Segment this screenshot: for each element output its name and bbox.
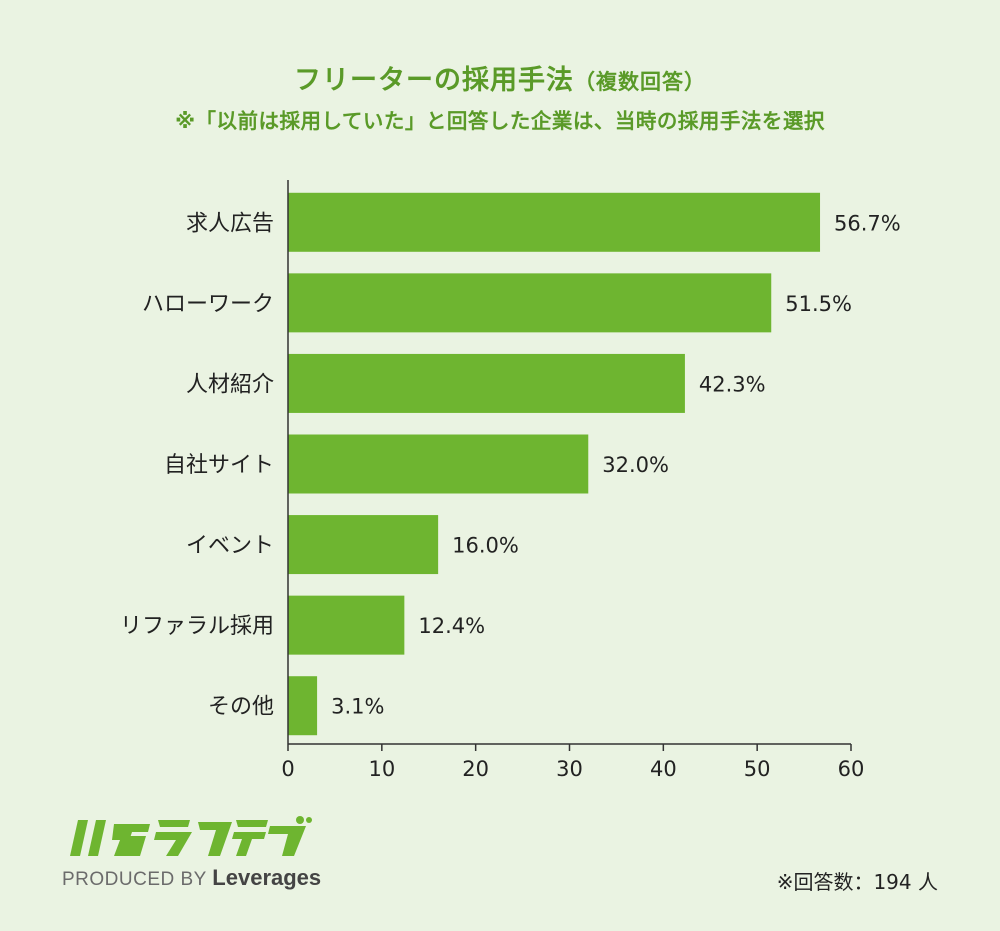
category-label: 求人広告: [186, 211, 274, 236]
bar: [288, 595, 405, 655]
chart-subtitle: ※「以前は採用していた」と回答した企業は、当時の採用手法を選択: [175, 109, 825, 133]
x-tick-label: 60: [838, 757, 865, 781]
chart-title-main: フリーターの採用手法: [294, 65, 574, 96]
bar: [288, 676, 318, 736]
data-label: 3.1%: [331, 695, 384, 719]
x-tick-label: 40: [650, 757, 677, 781]
category-label: ハローワーク: [142, 292, 274, 317]
data-label: 56.7%: [834, 211, 901, 235]
data-label: 12.4%: [418, 614, 485, 638]
data-label: 42.3%: [699, 372, 766, 396]
data-label: 32.0%: [602, 453, 669, 477]
produced-by: PRODUCED BY Leverages: [62, 865, 321, 891]
brand-name: Leverages: [212, 865, 322, 890]
x-tick-label: 0: [281, 757, 294, 781]
bar: [288, 353, 685, 413]
chart-title-paren: （複数回答）: [574, 70, 706, 94]
category-label: 人材紹介: [186, 372, 274, 397]
respondents-note: ※回答数：194 人: [776, 870, 938, 894]
chart-title: フリーターの採用手法（複数回答）: [0, 58, 1000, 97]
bar: [288, 273, 772, 333]
data-label: 51.5%: [785, 292, 852, 316]
data-label: 16.0%: [452, 534, 519, 558]
category-label: 自社サイト: [164, 453, 274, 478]
hataractive-logo: [70, 816, 312, 856]
produced-by-label: PRODUCED BY: [62, 869, 207, 890]
bar: [288, 434, 589, 494]
bar: [288, 515, 439, 575]
x-tick-label: 30: [556, 757, 583, 781]
category-label: イベント: [186, 534, 274, 559]
bar: [288, 192, 821, 252]
category-label: その他: [208, 695, 274, 720]
x-tick-label: 20: [462, 757, 489, 781]
x-tick-label: 50: [744, 757, 771, 781]
category-label: リファラル採用: [120, 614, 274, 639]
x-tick-label: 10: [368, 757, 395, 781]
